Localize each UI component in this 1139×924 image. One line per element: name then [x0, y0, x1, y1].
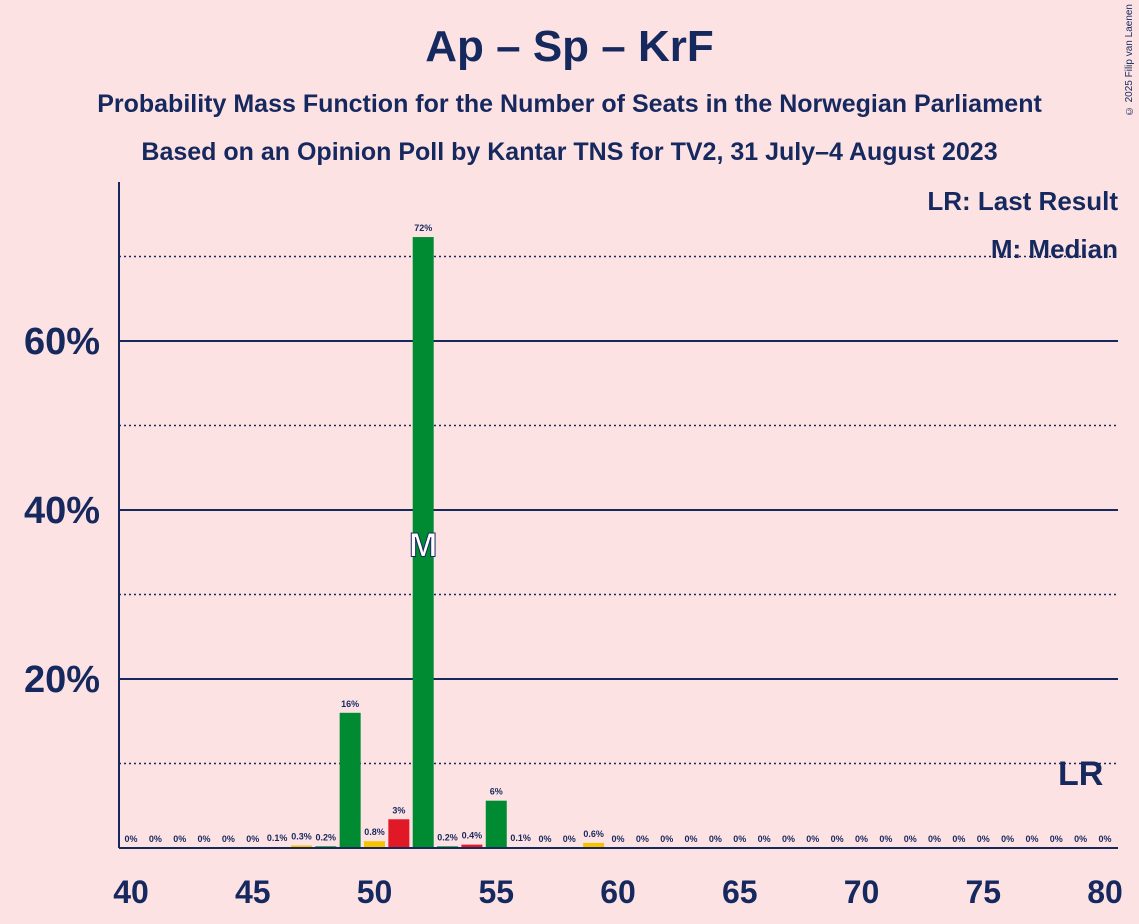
- bar: [388, 819, 410, 848]
- data-label: 0%: [246, 834, 259, 844]
- data-label: 6%: [490, 787, 503, 797]
- data-label: 0%: [173, 834, 186, 844]
- data-label: 0%: [733, 834, 746, 844]
- x-tick-label: 40: [113, 874, 149, 910]
- data-label: 0%: [660, 834, 673, 844]
- data-label: 0%: [904, 834, 917, 844]
- data-label: 0%: [611, 834, 624, 844]
- x-tick-label: 65: [722, 874, 758, 910]
- y-tick-label: 60%: [24, 321, 100, 363]
- bar: [461, 844, 483, 848]
- data-label: 0%: [879, 834, 892, 844]
- data-label: 0%: [952, 834, 965, 844]
- axes: 40 45 50 55 60 65 70 75 80: [113, 182, 1123, 910]
- y-tick-label: 40%: [24, 490, 100, 532]
- legend-median: M: Median: [991, 234, 1118, 264]
- x-tick-label: 70: [844, 874, 880, 910]
- data-label: 0%: [538, 834, 551, 844]
- bars-group: 0% 0% 0% 0% 0% 0% 0.1% 0.3% 0.2%16%0.8%3%72%0.2%…: [124, 223, 1112, 848]
- bar: [339, 712, 361, 848]
- x-tick-label: 55: [478, 874, 514, 910]
- data-label: 0%: [758, 834, 771, 844]
- x-tick-label: 50: [357, 874, 393, 910]
- bar: [290, 845, 312, 848]
- y-tick-label: 20%: [24, 659, 100, 701]
- data-label: 0%: [563, 834, 576, 844]
- gridlines: 20% 40% 60%: [24, 255, 1118, 765]
- data-label: 0.6%: [583, 829, 604, 839]
- data-label: 0%: [222, 834, 235, 844]
- last-result-marker: LR: [1058, 755, 1103, 793]
- chart-title: Ap – Sp – KrF: [425, 22, 714, 71]
- x-tick-label: 80: [1087, 874, 1123, 910]
- data-label: 0%: [1025, 834, 1038, 844]
- data-label: 0%: [806, 834, 819, 844]
- data-label: 0%: [124, 834, 137, 844]
- median-marker: M: [409, 527, 437, 565]
- data-label: 0%: [782, 834, 795, 844]
- data-label: 0.8%: [364, 827, 385, 837]
- data-label: 0%: [685, 834, 698, 844]
- bar: [583, 842, 605, 848]
- x-tick-label: 60: [600, 874, 636, 910]
- data-label: 0.1%: [510, 833, 531, 843]
- data-label: 0.3%: [291, 831, 312, 841]
- chart-subtitle: Probability Mass Function for the Number…: [97, 90, 1042, 118]
- data-label: 16%: [341, 699, 359, 709]
- data-label: 0%: [1098, 834, 1111, 844]
- x-tick-label: 45: [235, 874, 271, 910]
- data-label: 0%: [1001, 834, 1014, 844]
- x-tick-label: 75: [965, 874, 1001, 910]
- data-label: 0.1%: [267, 833, 288, 843]
- data-label: 0%: [1050, 834, 1063, 844]
- data-label: 0%: [831, 834, 844, 844]
- data-label: 72%: [414, 223, 432, 233]
- data-label: 0%: [636, 834, 649, 844]
- data-label: 0%: [149, 834, 162, 844]
- data-label: 0.4%: [462, 831, 483, 841]
- data-label: 0%: [855, 834, 868, 844]
- markers: M LR: [409, 526, 1104, 793]
- bar: [364, 841, 385, 848]
- data-label: 0%: [928, 834, 941, 844]
- legend-last-result: LR: Last Result: [927, 186, 1118, 216]
- data-label: 3%: [392, 805, 405, 815]
- chart-subtitle-source: Based on an Opinion Poll by Kantar TNS f…: [141, 138, 998, 166]
- data-label: 0.2%: [316, 832, 337, 842]
- data-label: 0%: [198, 834, 211, 844]
- data-label: 0%: [1074, 834, 1087, 844]
- data-label: 0%: [709, 834, 722, 844]
- data-label: 0%: [977, 834, 990, 844]
- bar: [412, 237, 434, 848]
- data-label: 0.2%: [437, 832, 458, 842]
- bar: [485, 800, 507, 848]
